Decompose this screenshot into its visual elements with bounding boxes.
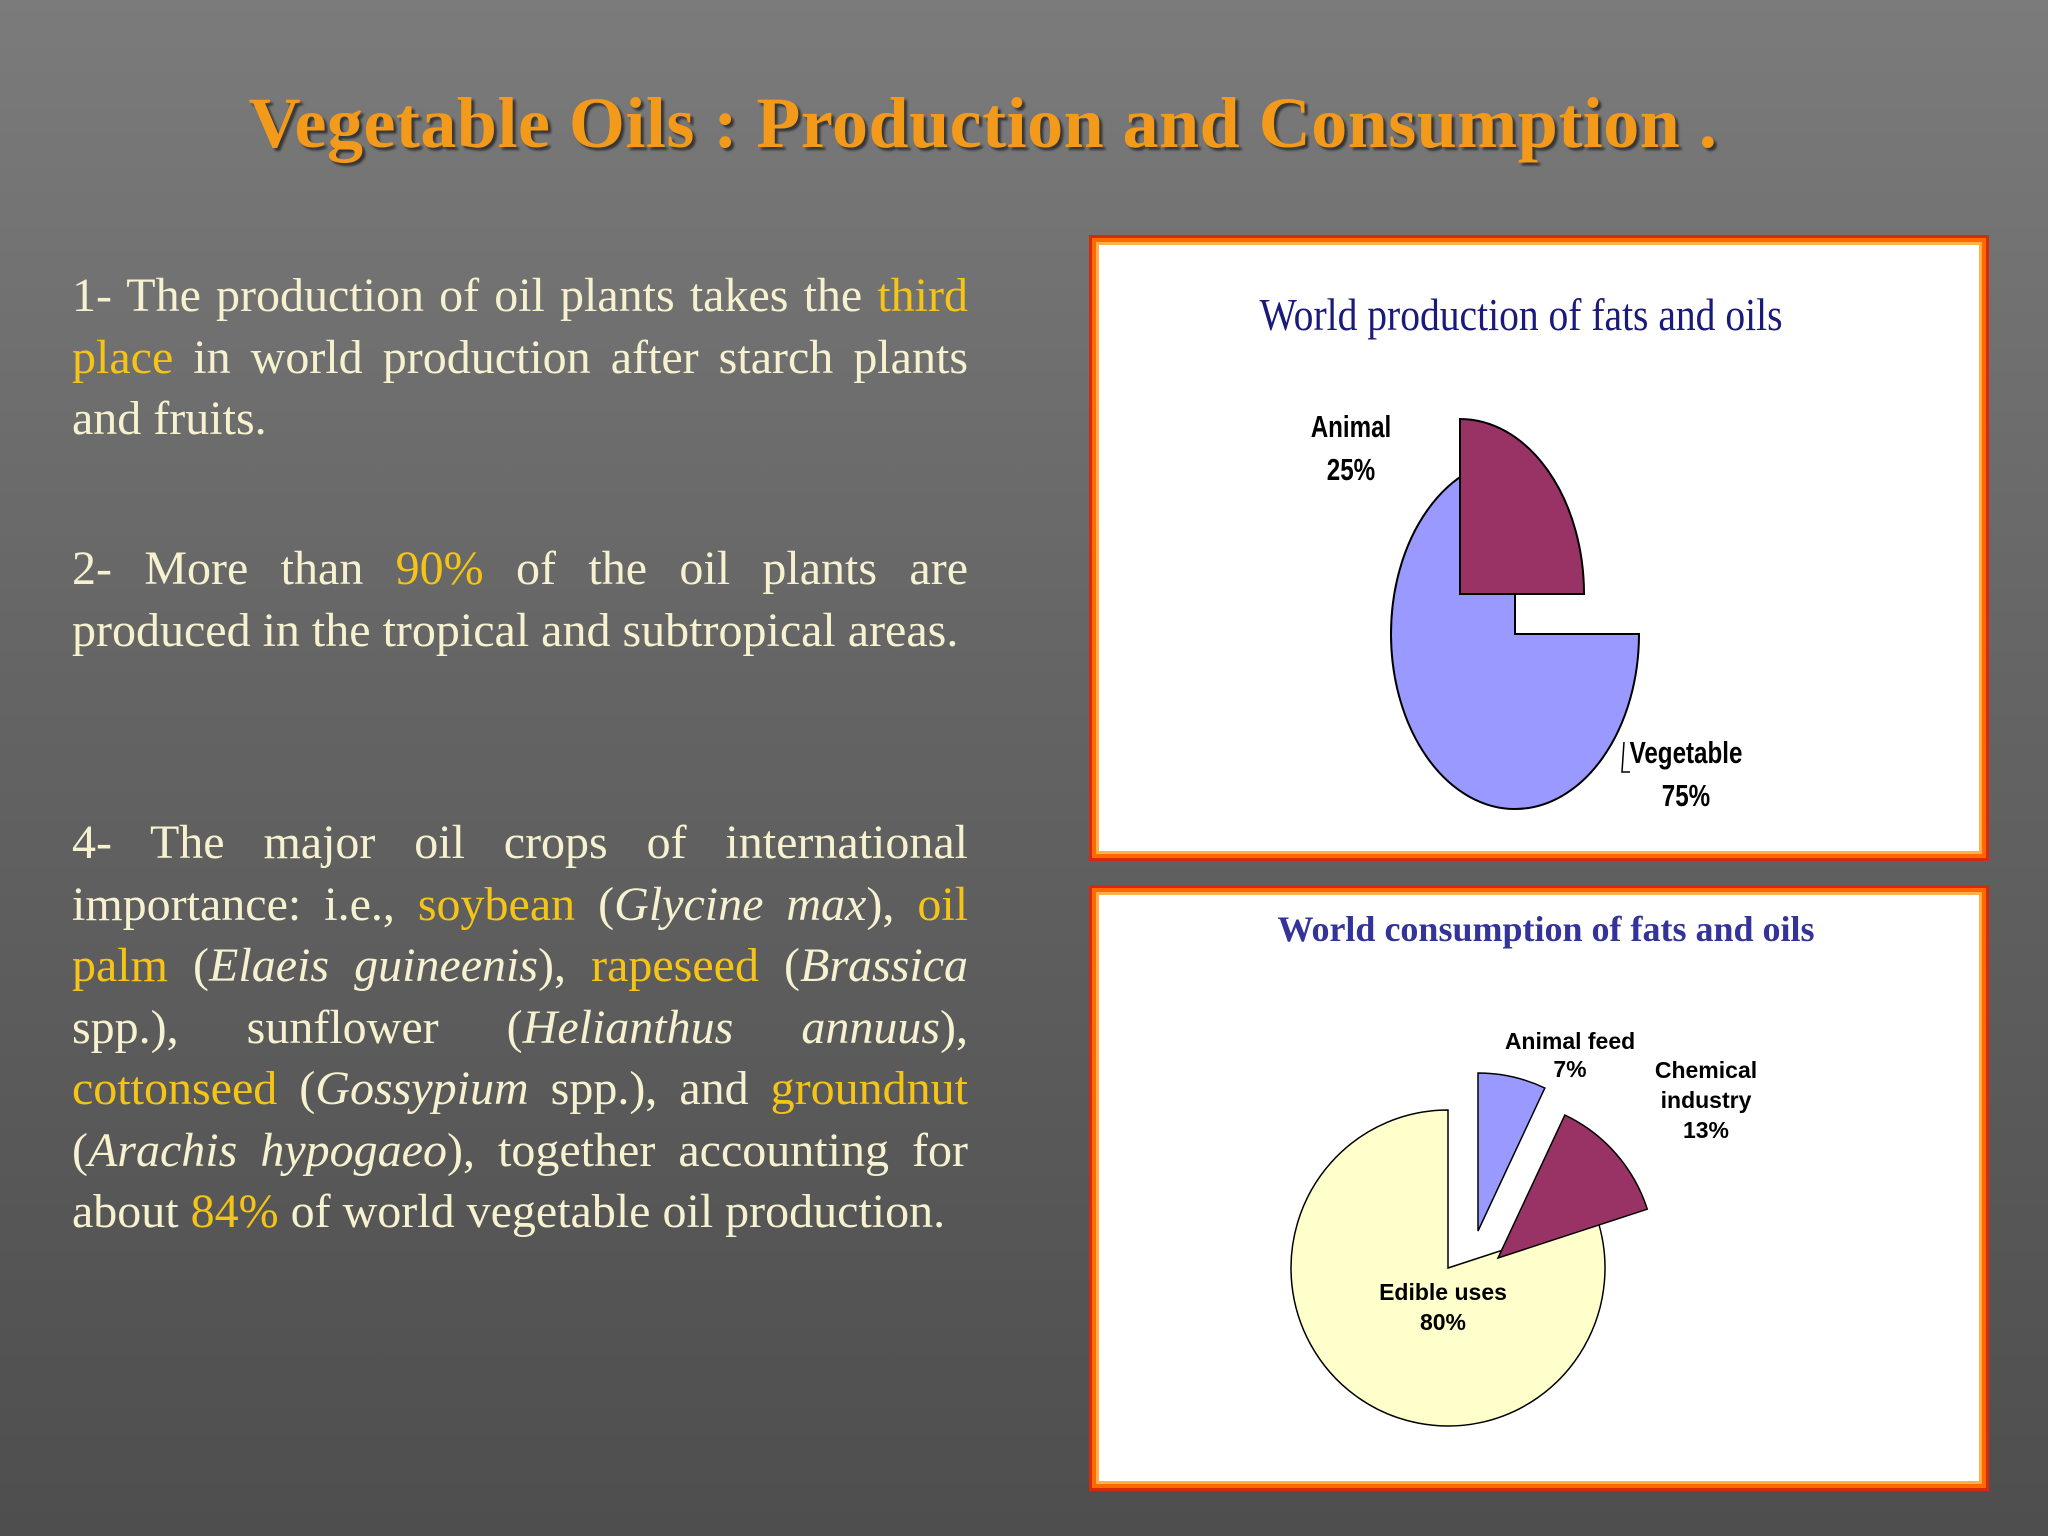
- highlighted-term: cottonseed: [72, 1062, 278, 1115]
- slice-label: Chemical: [1655, 1057, 1757, 1083]
- leader-line: [1621, 741, 1630, 773]
- paragraph-third-place: 1- The production of oil plants takes th…: [72, 265, 968, 450]
- slice-label: Vegetable: [1630, 735, 1743, 770]
- highlighted-term: groundnut: [770, 1062, 968, 1115]
- paragraph-text: (: [72, 1123, 88, 1177]
- paragraph-text: ),: [940, 1000, 968, 1054]
- scientific-name: Brassica: [800, 939, 969, 992]
- pie-slice-vegetable: [1390, 457, 1641, 810]
- scientific-name: Gossypium: [315, 1062, 529, 1115]
- paragraph-text: ),: [866, 877, 918, 931]
- paragraph-text: of the oil plants are produced in the tr…: [72, 542, 968, 657]
- scientific-name: Elaeis guineenis: [209, 939, 539, 992]
- paragraph-text: ), together accounting for about: [72, 1123, 968, 1239]
- paragraph-text: spp.), sunflower (: [72, 1000, 523, 1054]
- highlighted-term: 84%: [190, 1185, 279, 1238]
- production-chart-panel: World production of fats and oils Animal 2…: [1092, 238, 1986, 858]
- scientific-name: Helianthus annuus: [522, 1000, 941, 1054]
- slide-title: Vegetable Oils : Production and Consumpt…: [248, 83, 1718, 163]
- pie-slice-animal-feed: [1477, 1072, 1546, 1232]
- scientific-name: Arachis hypogaeo: [87, 1123, 447, 1177]
- paragraph-text: ),: [538, 939, 592, 992]
- paragraph-major-oil-crops: 4- The major oil crops of international …: [72, 812, 968, 1243]
- paragraph-text: (: [277, 1062, 316, 1115]
- pie-slice-edible-uses: [1290, 1109, 1606, 1427]
- paragraph-text: of world vegetable oil production.: [278, 1185, 946, 1238]
- slice-label: Animal: [1311, 409, 1392, 444]
- slice-label: 7%: [1553, 1056, 1586, 1082]
- highlighted-term: 90%: [395, 542, 484, 595]
- highlighted-term: rapeseed: [591, 939, 759, 992]
- slice-value-label: 25%: [1327, 452, 1375, 487]
- paragraph-text: 4- The major oil crops of international …: [72, 816, 968, 931]
- pie-slice-chemical-industry: [1496, 1114, 1649, 1260]
- slice-value-label: 75%: [1662, 778, 1710, 813]
- slice-label: Animal feed: [1505, 1028, 1635, 1054]
- consumption-chart-title: World consumption of fats and oils: [1277, 909, 1814, 949]
- slice-label: Edible uses: [1379, 1279, 1507, 1305]
- highlighted-term: third place: [72, 269, 968, 384]
- slice-label: 13%: [1683, 1117, 1729, 1143]
- paragraph-text: in world production after starch plants …: [72, 330, 968, 446]
- paragraph-text: (: [575, 877, 615, 931]
- production-chart-title: World production of fats and oils: [1260, 290, 1783, 340]
- paragraph-text: spp.), and: [528, 1062, 771, 1115]
- paragraph-text: (: [758, 939, 801, 992]
- slice-label: industry: [1661, 1087, 1752, 1113]
- consumption-chart-panel: World consumption of fats and oils Animal…: [1092, 888, 1986, 1488]
- paragraph-tropical-areas: 2- More than 90% of the oil plants are p…: [72, 538, 968, 661]
- paragraph-text: 1- The production of oil plants takes th…: [72, 269, 878, 322]
- paragraph-text: 2- More than: [72, 542, 396, 595]
- paragraph-text: (: [167, 939, 210, 992]
- pie-slice-animal: [1459, 417, 1586, 595]
- consumption-pie-chart: World consumption of fats and oils Animal…: [1277, 909, 1815, 1427]
- highlighted-term: soybean: [417, 877, 576, 931]
- highlighted-term: oil palm: [72, 877, 969, 993]
- scientific-name: Glycine max: [614, 877, 867, 931]
- production-pie-chart: World production of fats and oils Animal 2…: [1260, 290, 1783, 813]
- slice-label: 80%: [1420, 1309, 1466, 1335]
